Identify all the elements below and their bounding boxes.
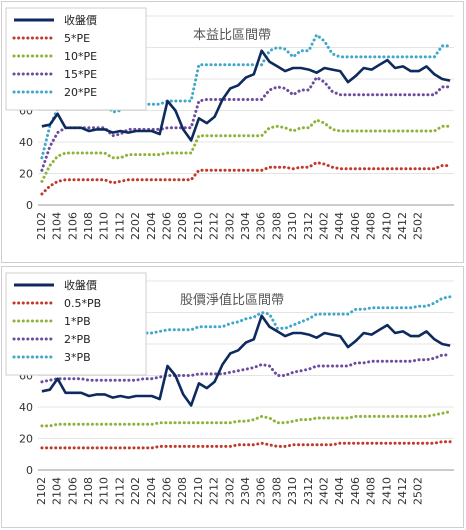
x-tick-label: 2110 — [98, 212, 111, 240]
legend-label-2: 10*PE — [64, 50, 97, 63]
legend-label-1: 0.5*PB — [64, 297, 101, 310]
y-tick-label: 0 — [26, 199, 33, 212]
y-tick-label: 40 — [19, 136, 33, 149]
x-tick-label: 2302 — [223, 212, 236, 240]
legend-box — [5, 272, 147, 376]
x-tick-label: 2410 — [380, 477, 393, 505]
x-tick-label: 2212 — [208, 477, 221, 505]
series-line-0 — [41, 314, 451, 407]
x-tick-label: 2102 — [35, 477, 48, 505]
x-tick-label: 2208 — [176, 477, 189, 505]
pe-band-chart: 0204060801001202102210421062108211021122… — [5, 7, 454, 240]
x-tick-label: 2112 — [113, 477, 126, 505]
chart-title: 本益比區間帶 — [193, 28, 271, 43]
x-tick-label: 2104 — [51, 477, 64, 505]
legend: 收盤價 5*PE 10*PE 15*PE 20*PE — [5, 7, 147, 111]
legend-label-2: 1*PB — [64, 315, 91, 328]
x-tick-label: 2304 — [239, 477, 252, 505]
x-tick-label: 2402 — [317, 212, 330, 240]
x-tick-label: 2206 — [161, 477, 174, 505]
x-tick-label: 2404 — [333, 477, 346, 505]
x-tick-label: 2202 — [129, 477, 142, 505]
x-tick-label: 2310 — [286, 212, 299, 240]
x-tick-label: 2102 — [35, 212, 48, 240]
x-tick-label: 2306 — [255, 477, 268, 505]
x-tick-label: 2212 — [208, 212, 221, 240]
series-line-3 — [40, 75, 452, 172]
x-tick-label: 2404 — [333, 212, 346, 240]
series-line-1 — [40, 160, 452, 196]
x-tick-label: 2106 — [66, 212, 79, 240]
x-tick-label: 2112 — [113, 212, 126, 240]
pb-band-chart: 0204060801001202102210421062108211021122… — [5, 272, 454, 505]
y-tick-label: 20 — [19, 168, 33, 181]
x-tick-label: 2108 — [82, 212, 95, 240]
y-tick-label: 0 — [26, 464, 33, 477]
legend-label-1: 5*PE — [64, 32, 90, 45]
y-tick-label: 20 — [19, 433, 33, 446]
x-tick-label: 2312 — [302, 477, 315, 505]
x-tick-label: 2108 — [82, 477, 95, 505]
series-line-2 — [40, 410, 452, 428]
series-line-3 — [40, 353, 452, 384]
legend: 收盤價 0.5*PB 1*PB 2*PB 3*PB — [5, 272, 147, 376]
x-tick-label: 2204 — [145, 477, 158, 505]
x-tick-label: 2304 — [239, 212, 252, 240]
x-tick-label: 2106 — [66, 477, 79, 505]
x-tick-label: 2208 — [176, 212, 189, 240]
legend-label-3: 15*PE — [64, 68, 97, 81]
legend-label-4: 3*PB — [64, 351, 91, 364]
legend-label-0: 收盤價 — [64, 278, 97, 292]
x-tick-label: 2402 — [317, 477, 330, 505]
x-tick-label: 2202 — [129, 212, 142, 240]
x-tick-label: 2410 — [380, 212, 393, 240]
x-tick-label: 2308 — [270, 477, 283, 505]
x-tick-label: 2406 — [349, 477, 362, 505]
series-line-2 — [40, 118, 452, 183]
x-tick-label: 2406 — [349, 212, 362, 240]
x-tick-label: 2502 — [412, 212, 425, 240]
pb-band-chart-panel: 0204060801001202102210421062108211021122… — [1, 266, 464, 528]
chart-title: 股價淨值比區間帶 — [180, 292, 284, 308]
x-tick-label: 2502 — [412, 477, 425, 505]
x-tick-label: 2302 — [223, 477, 236, 505]
x-tick-label: 2308 — [270, 212, 283, 240]
x-tick-label: 2412 — [396, 212, 409, 240]
legend-label-0: 收盤價 — [64, 13, 97, 27]
x-tick-label: 2412 — [396, 477, 409, 505]
legend-label-4: 20*PE — [64, 86, 97, 99]
x-tick-label: 2408 — [365, 477, 378, 505]
pe-band-chart-panel: 0204060801001202102210421062108211021122… — [1, 1, 464, 263]
x-tick-label: 2110 — [98, 477, 111, 505]
x-tick-label: 2104 — [51, 212, 64, 240]
x-tick-label: 2408 — [365, 212, 378, 240]
y-tick-label: 40 — [19, 401, 33, 414]
series-line-0 — [41, 49, 451, 142]
x-tick-label: 2204 — [145, 212, 158, 240]
legend-label-3: 2*PB — [64, 333, 91, 346]
series-line-1 — [40, 440, 452, 450]
x-tick-label: 2310 — [286, 477, 299, 505]
x-tick-label: 2210 — [192, 477, 205, 505]
x-tick-label: 2206 — [161, 212, 174, 240]
x-tick-label: 2312 — [302, 212, 315, 240]
x-tick-label: 2306 — [255, 212, 268, 240]
x-tick-label: 2210 — [192, 212, 205, 240]
legend-box — [5, 7, 147, 111]
